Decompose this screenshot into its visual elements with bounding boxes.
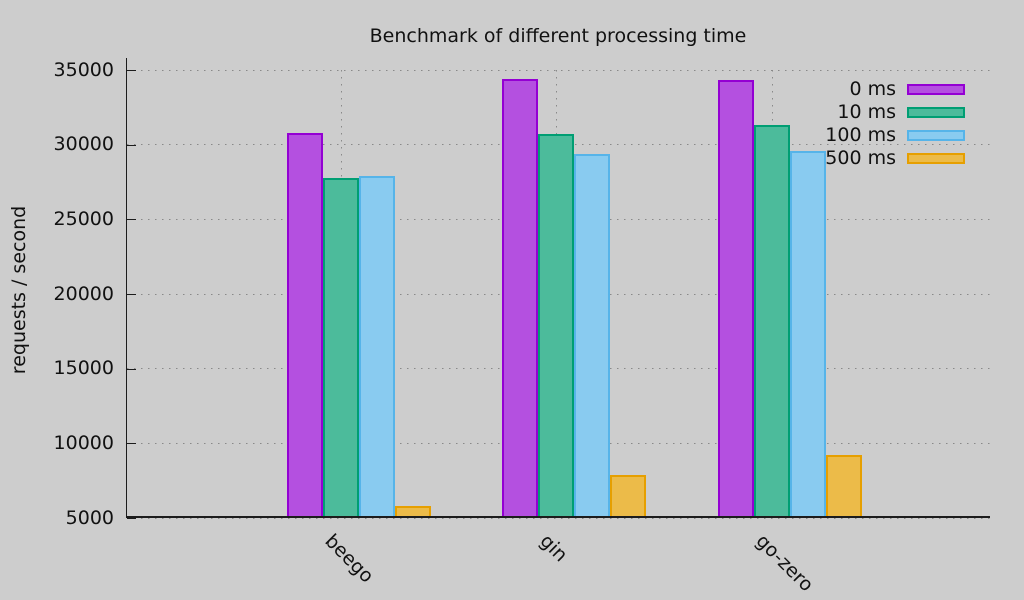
chart-title: Benchmark of different processing time [369,25,747,47]
bar-gin-0ms [502,78,538,518]
legend-label: 100 ms [825,123,896,146]
y-tick-label: 20000 [53,282,114,305]
y-tick-label: 10000 [53,431,114,454]
y-tick-mark [127,70,136,71]
bar-gin-100ms [574,153,610,518]
bar-beego-0ms [287,133,323,518]
legend-swatch [907,129,965,141]
x-category-label: gin [535,530,572,567]
y-tick-label: 5000 [65,506,114,529]
x-axis-line [126,516,990,518]
y-gridline [127,517,990,519]
y-tick-label: 15000 [53,357,114,380]
y-axis-line [126,58,127,518]
bar-go-zero-0ms [718,79,754,518]
y-tick-label: 30000 [53,133,114,156]
y-tick-mark [127,144,136,146]
x-category-label: go-zero [751,530,818,597]
bar-go-zero-10ms [754,125,790,518]
bar-beego-100ms [359,176,395,518]
legend-swatch [907,152,965,164]
y-tick-mark [127,219,136,221]
bar-beego-10ms [323,177,359,518]
y-gridline [127,69,990,71]
x-category-label: beego [320,530,378,588]
legend-label: 10 ms [837,100,896,123]
bar-gin-500ms [610,474,646,518]
y-tick-label: 35000 [53,58,114,81]
legend-swatch [907,83,965,95]
bar-go-zero-100ms [790,150,826,518]
y-tick-mark [127,443,136,445]
legend-swatch [907,106,965,118]
y-tick-mark [127,518,136,519]
legend-label: 0 ms [849,77,896,100]
y-tick-mark [127,294,136,295]
y-tick-label: 25000 [53,207,114,230]
bar-gin-10ms [538,134,574,518]
y-tick-mark [127,368,136,370]
bar-go-zero-500ms [826,455,862,518]
legend-label: 500 ms [825,146,896,169]
